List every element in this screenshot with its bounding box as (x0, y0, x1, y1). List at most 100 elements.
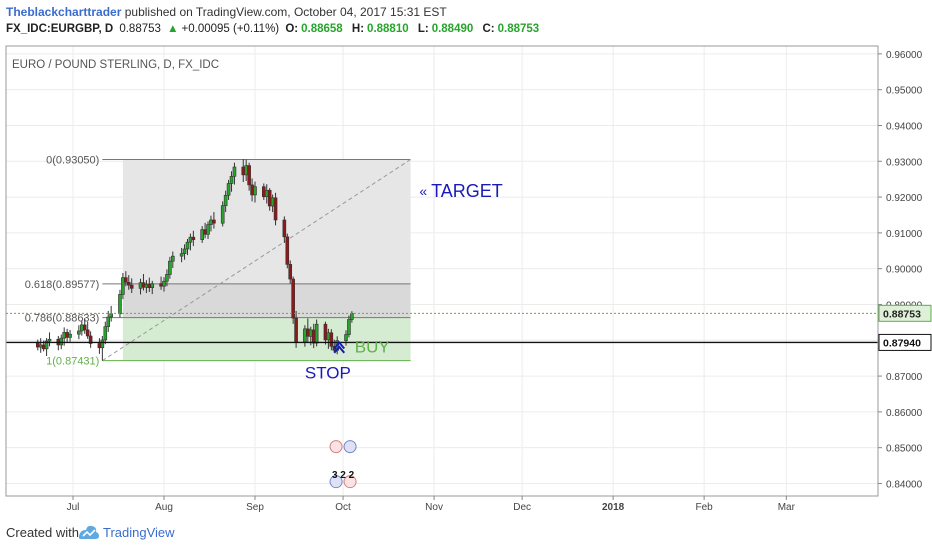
candle-body (212, 219, 216, 224)
candle-body (311, 329, 316, 344)
fib-zone-618-786 (122, 283, 411, 318)
x-tick-label: Feb (696, 502, 714, 513)
change-value: +0.00095 (+0.11%) (181, 23, 280, 35)
candle-body (129, 284, 134, 289)
candle-body (100, 339, 105, 349)
candle-body (97, 343, 102, 349)
candle-body (124, 277, 128, 283)
candle-body (80, 324, 84, 332)
candle-body (347, 319, 351, 335)
stop-label: STOP (305, 363, 351, 382)
y-tick-label: 0.93000 (886, 157, 923, 168)
fib-zone-0-618 (122, 159, 411, 284)
close-value: 0.88753 (497, 23, 540, 35)
candle-body (88, 335, 93, 344)
buy-label: BUY (355, 337, 390, 356)
tradingview-link[interactable]: TradingView (103, 525, 175, 540)
support-price-box (878, 333, 932, 351)
x-tick-label: Nov (425, 502, 443, 513)
open-value: 0.88658 (301, 23, 343, 35)
plot-border (5, 45, 879, 497)
x-tick-label: Oct (335, 502, 351, 513)
fib-level-label: 0.786(0.88633) (25, 313, 100, 325)
y-tick-label: 0.87000 (886, 372, 923, 383)
candle-body (223, 194, 228, 206)
y-tick-label: 0.86000 (886, 408, 923, 419)
candle-body (247, 165, 251, 186)
candle-body (168, 260, 172, 275)
eu-flag-icon (329, 475, 343, 489)
price-chart[interactable]: 0(0.93050) 0.618(0.89577) 0.786(0.88633) 1(… (0, 40, 932, 518)
candle-body (285, 236, 290, 265)
high-value: 0.88810 (367, 23, 409, 35)
target-label: TARGET (431, 181, 503, 201)
candle-body (165, 274, 169, 282)
candle-body (264, 189, 269, 198)
up-arrow-icon: ▲ (167, 23, 179, 35)
symbol-label[interactable]: FX_IDC:EURGBP, D (6, 23, 114, 35)
fib-level-label: 0(0.93050) (46, 154, 99, 166)
x-tick-label: Dec (513, 502, 531, 513)
candle-body (291, 278, 295, 319)
candle-body (206, 224, 210, 235)
candle-body (68, 333, 72, 338)
candle-body (326, 332, 331, 341)
candle-body (241, 166, 246, 176)
price-axis[interactable]: 0.96000 0.95000 0.94000 0.93000 0.92000 0.910… (878, 50, 932, 491)
buy-arrow-icon (333, 340, 346, 354)
candle-body (226, 183, 231, 196)
ohlc-line: FX_IDC:EURGBP, D 0.88753 ▲ +0.00095 (+0.1… (6, 23, 545, 35)
last-price-box (878, 304, 932, 322)
candle-body (185, 241, 190, 250)
candle-body (303, 328, 307, 343)
candle-body (262, 186, 266, 198)
candle-body (232, 166, 237, 177)
x-tick-label: Sep (246, 502, 264, 513)
target-arrow-icon: « (419, 183, 427, 199)
candle-body (171, 255, 175, 262)
y-tick-label: 0.92000 (886, 193, 923, 204)
low-label: L: (417, 23, 429, 35)
time-axis[interactable]: Jul Aug Sep Oct Nov Dec 2018 Feb Mar (67, 496, 796, 513)
candle-body (138, 282, 143, 289)
candle-body (220, 205, 225, 224)
fib-zone-786-1 (122, 317, 411, 361)
candle-body (141, 282, 146, 288)
author-link[interactable]: Theblackcharttrader (6, 5, 122, 19)
candle-body (306, 328, 310, 337)
candle-body (147, 284, 152, 288)
candle-body (118, 294, 122, 315)
candle-body (200, 229, 204, 240)
candle-body (65, 332, 69, 338)
candle-body (179, 253, 184, 257)
candle-body (270, 197, 275, 207)
y-tick-label: 0.84000 (886, 479, 923, 490)
candle-body (191, 236, 196, 240)
y-tick-label: 0.94000 (886, 121, 923, 132)
candle-body (273, 197, 278, 221)
low-value: 0.88490 (431, 23, 474, 35)
candle-body (282, 219, 287, 238)
close-label: C: (482, 23, 495, 35)
candle-body (38, 344, 43, 348)
y-tick-label: 0.90000 (886, 265, 923, 276)
candle-body (267, 189, 272, 207)
candle-body (144, 284, 149, 288)
candle-body (314, 323, 319, 344)
candlestick-series (35, 159, 354, 361)
eu-flag-icon (343, 440, 357, 454)
candle-body (126, 281, 131, 286)
candle-body (182, 248, 187, 254)
candle-body (85, 329, 90, 337)
y-tick-label: 0.91000 (886, 229, 923, 240)
x-tick-label: 2018 (602, 502, 625, 513)
candle-body (253, 186, 257, 196)
support-price-label: 0.87940 (883, 337, 921, 349)
candle-body (188, 236, 193, 243)
candle-body (41, 344, 46, 350)
tradingview-logo-icon[interactable] (78, 524, 100, 540)
fib-retracement[interactable]: 0(0.93050) 0.618(0.89577) 0.786(0.88633) 1(… (25, 154, 411, 368)
y-tick-label: 0.95000 (886, 86, 923, 97)
candle-body (203, 229, 207, 235)
candle-body (209, 219, 213, 225)
